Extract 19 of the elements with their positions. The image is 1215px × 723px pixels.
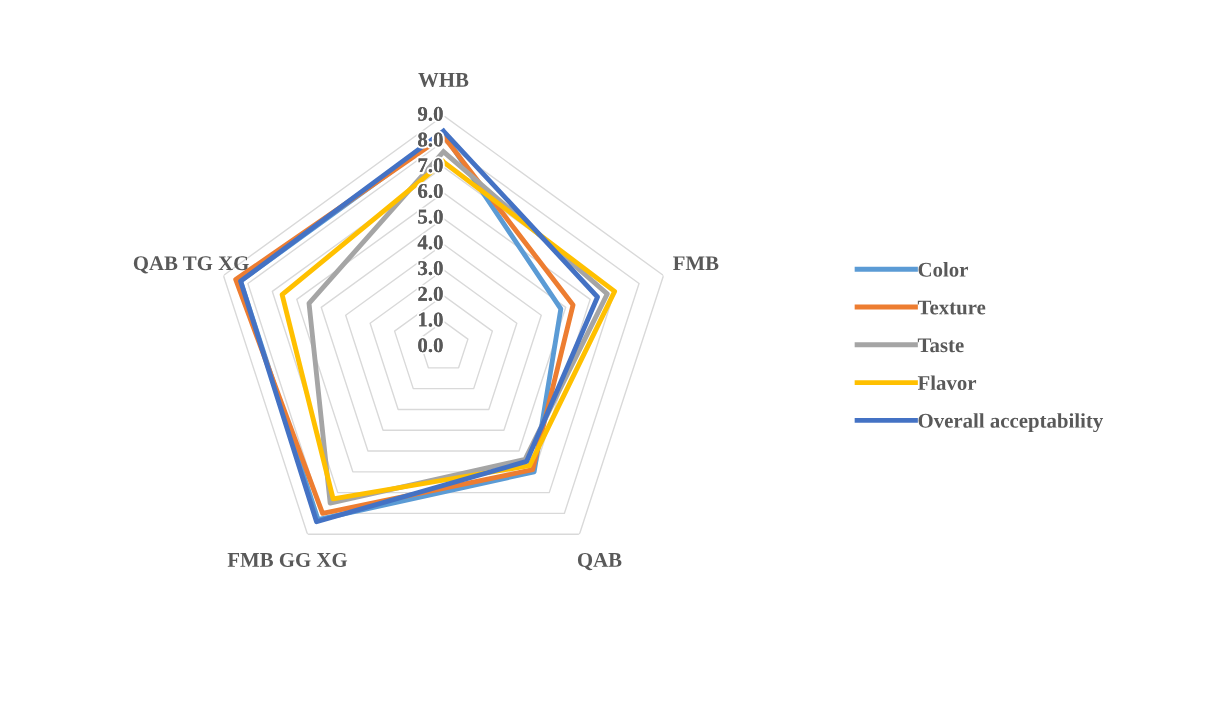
spoke-label: FMB xyxy=(673,256,719,271)
legend-label: Overall acceptability xyxy=(918,413,1104,433)
y-tick-label: 2.0 xyxy=(418,286,443,301)
y-tick-label: 5.0 xyxy=(418,209,443,224)
spoke-label: FMB GG XG xyxy=(227,552,348,567)
legend-label: Taste xyxy=(917,338,964,353)
legend-label: Flavor xyxy=(917,375,977,391)
y-tick-label: 3.0 xyxy=(418,261,443,276)
y-tick-label: 1.0 xyxy=(419,312,443,327)
spoke-label: QAB xyxy=(577,552,622,571)
y-tick-label: 8.0 xyxy=(418,132,443,147)
y-tick-label: 0.0 xyxy=(418,338,443,353)
spoke-label: QAB TG XG xyxy=(133,256,249,274)
y-tick-label: 4.0 xyxy=(417,235,443,250)
legend-label: Color xyxy=(918,262,968,277)
y-tick-label: 9.0 xyxy=(418,106,443,121)
spoke-label: WHB xyxy=(418,73,469,87)
y-tick-label: 6.0 xyxy=(418,183,443,199)
legend-label: Texture xyxy=(917,300,986,315)
